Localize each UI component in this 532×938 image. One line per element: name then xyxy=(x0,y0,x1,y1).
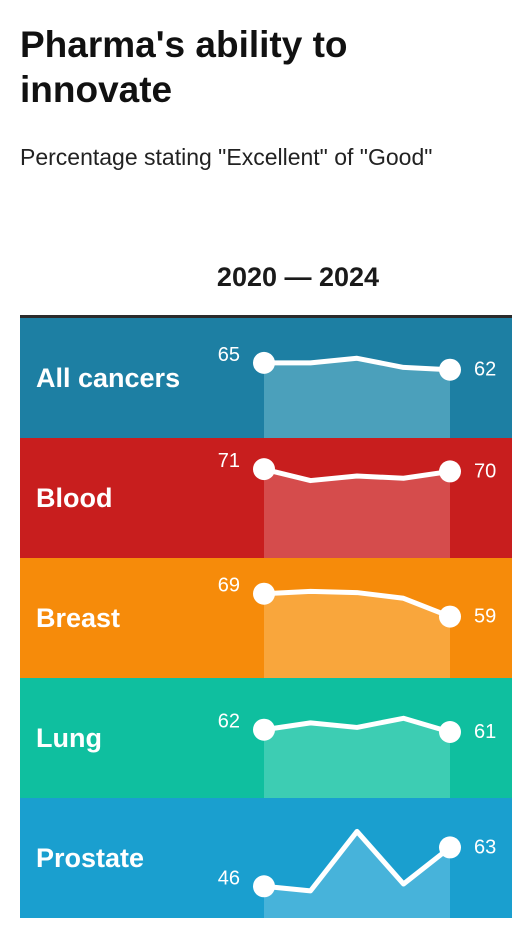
start-value-breast: 69 xyxy=(218,575,240,597)
start-point-prostate xyxy=(253,875,275,898)
start-point-lung xyxy=(253,718,275,741)
series-label-lung: Lung xyxy=(36,723,102,753)
area-lung xyxy=(264,718,450,798)
area-all-cancers xyxy=(264,358,450,438)
start-point-all-cancers xyxy=(253,351,275,374)
series-label-breast: Breast xyxy=(36,603,121,633)
chart-title: Pharma's ability to innovate xyxy=(20,24,348,110)
series-label-blood: Blood xyxy=(36,483,113,513)
row-lung: 62 61 xyxy=(20,678,512,798)
end-point-blood xyxy=(439,460,461,483)
row-prostate: 46 63 xyxy=(20,798,512,918)
line-breast xyxy=(261,588,453,620)
start-value-blood: 71 xyxy=(218,450,240,472)
end-value-all-cancers: 62 xyxy=(474,359,496,381)
area-prostate xyxy=(264,831,450,918)
end-value-lung: 61 xyxy=(474,721,496,743)
start-point-blood xyxy=(253,458,275,481)
chart-subtitle: Percentage stating "Excellent" of "Good" xyxy=(20,144,433,170)
start-value-all-cancers: 65 xyxy=(218,344,240,366)
line-blood xyxy=(261,466,453,484)
sparkline-chart: 65 62 71 70 69 59 62 61 46 63 All cancers Blood Bre… xyxy=(20,318,512,918)
start-value-prostate: 46 xyxy=(218,867,240,889)
end-point-breast xyxy=(439,605,461,628)
end-value-blood: 70 xyxy=(474,460,496,482)
row-breast: 69 59 xyxy=(20,558,512,678)
line-all-cancers xyxy=(261,355,453,373)
start-point-breast xyxy=(253,582,275,605)
end-value-prostate: 63 xyxy=(474,836,496,858)
line-prostate xyxy=(261,828,453,894)
chart-svg: 65 62 71 70 69 59 62 61 46 63 xyxy=(20,318,512,918)
series-label-all-cancers: All cancers xyxy=(36,363,181,393)
end-point-all-cancers xyxy=(439,358,461,381)
top-rule xyxy=(20,315,512,318)
end-point-lung xyxy=(439,721,461,743)
end-value-breast: 59 xyxy=(474,606,496,628)
end-point-prostate xyxy=(439,836,461,859)
period-label: 2020 — 2024 xyxy=(216,262,380,292)
area-breast xyxy=(264,591,450,678)
line-lung xyxy=(261,715,453,735)
area-blood xyxy=(264,469,450,558)
row-all-cancers: 65 62 xyxy=(20,318,512,438)
series-label-prostate: Prostate xyxy=(36,843,145,873)
row-blood: 71 70 xyxy=(20,438,512,558)
start-value-lung: 62 xyxy=(218,711,240,733)
